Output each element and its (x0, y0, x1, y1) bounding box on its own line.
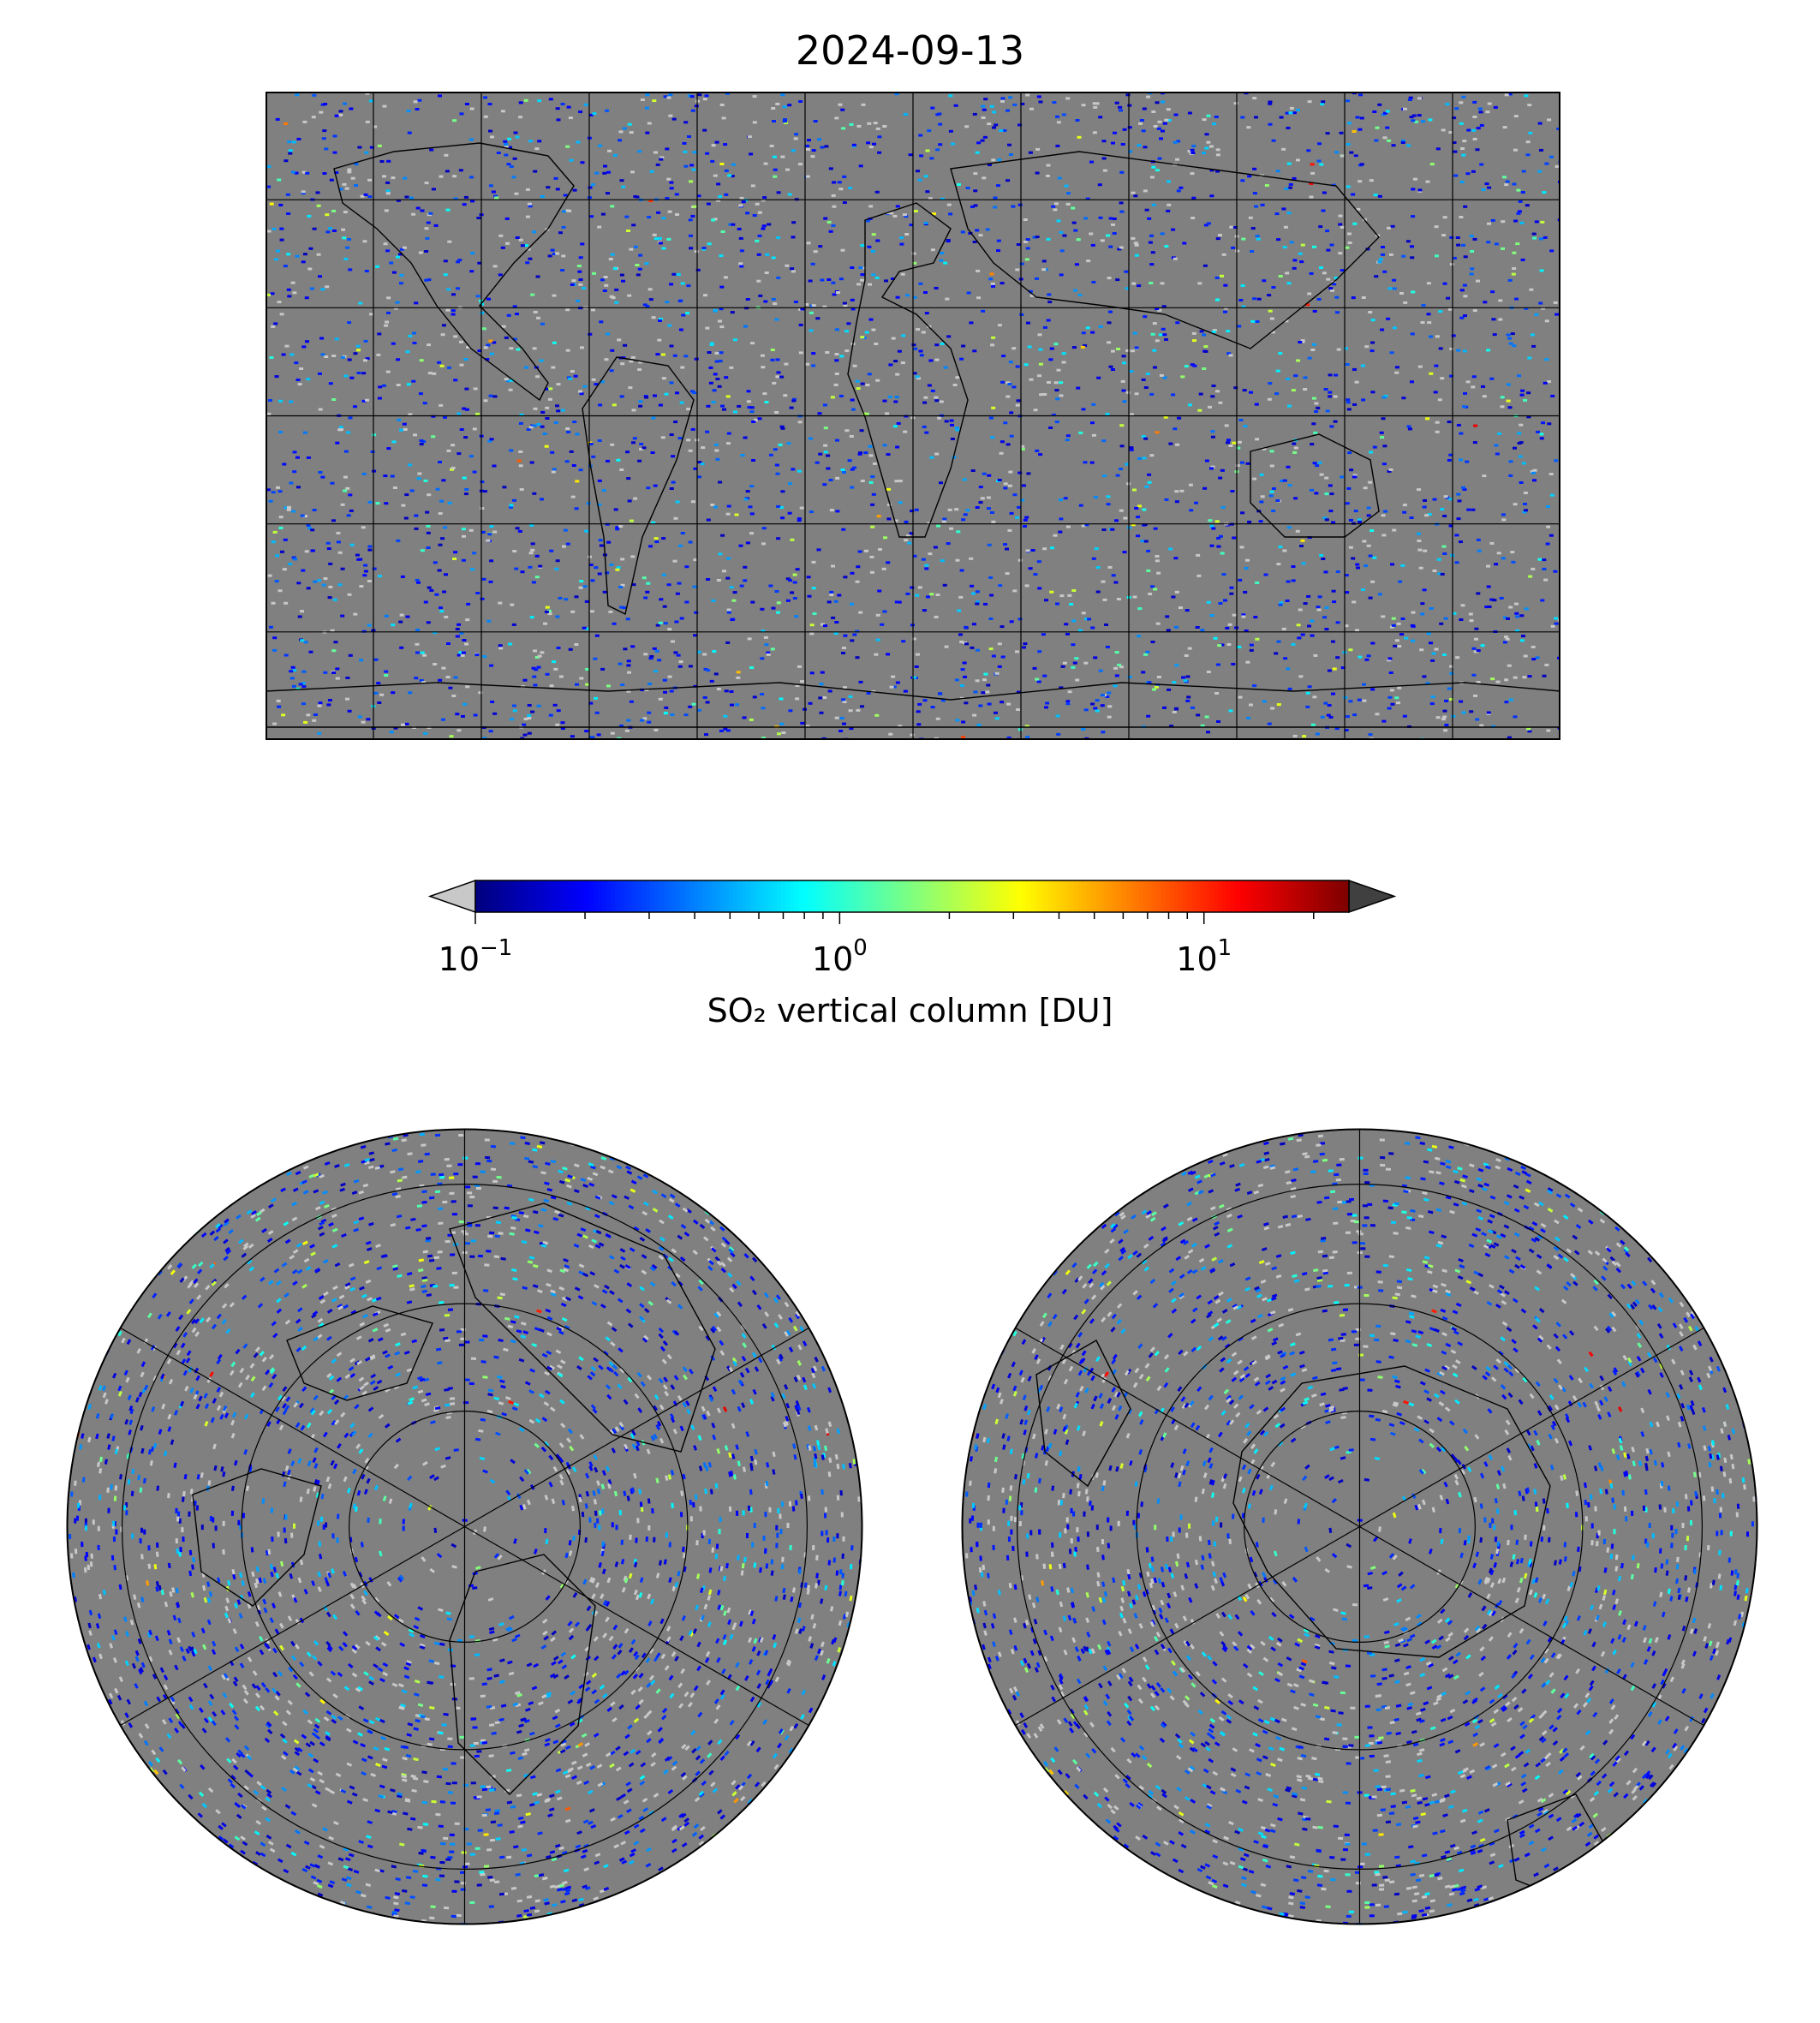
colorbar-over-extension (1348, 879, 1396, 914)
colorbar (428, 879, 1396, 924)
colorbar-tick-label: 10−1 (438, 935, 513, 978)
figure-title: 2024-09-13 (795, 27, 1025, 74)
south-polar-map (961, 1128, 1758, 1925)
gridlines (266, 92, 1560, 740)
world-map (266, 92, 1560, 740)
so2-pixels (69, 1132, 862, 1925)
polar-frame (961, 1128, 1758, 1925)
colorbar-tick-label: 100 (811, 935, 868, 978)
polar-frame (66, 1128, 863, 1925)
colorbar-frame (474, 880, 1350, 913)
coastlines (192, 1202, 716, 1795)
colorbar-under-extension (428, 879, 476, 914)
coastline-0 (333, 142, 575, 402)
map-frame (266, 92, 1560, 740)
so2-pixels (962, 1133, 1758, 1925)
gridlines (119, 1128, 810, 1925)
colorbar-label: SO₂ vertical column [DU] (707, 992, 1113, 1029)
coastline-3 (950, 151, 1380, 349)
colorbar-tick-label: 101 (1176, 935, 1232, 978)
gridlines (1014, 1128, 1705, 1925)
coastline-2 (847, 202, 969, 538)
north-polar-map (66, 1128, 863, 1925)
coastline-5 (266, 682, 1560, 701)
coastlines (266, 142, 1560, 701)
coastline-1 (582, 356, 695, 616)
so2-pixels (266, 92, 1560, 740)
